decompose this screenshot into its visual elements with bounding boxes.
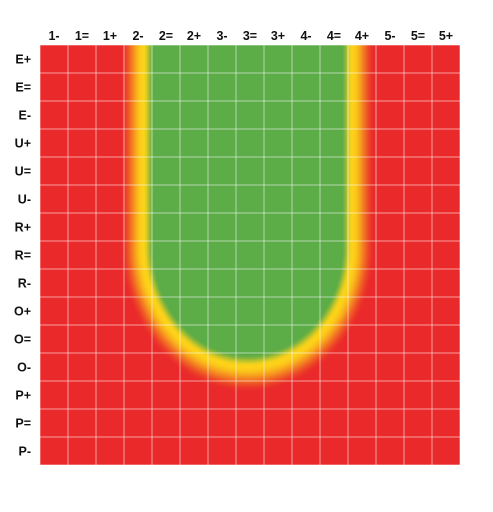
- x-tick-label: 4=: [327, 29, 341, 43]
- y-tick-label: O+: [14, 305, 31, 319]
- heatmap-fill: [40, 45, 460, 465]
- y-tick-label: O-: [17, 361, 31, 375]
- y-tick-label: P+: [15, 389, 31, 403]
- y-tick-label: R+: [15, 221, 31, 235]
- y-tick-label: R-: [18, 277, 31, 291]
- x-tick-label: 1+: [103, 29, 117, 43]
- grid: [39, 44, 461, 466]
- y-tick-label: P-: [19, 445, 32, 459]
- y-tick-label: U-: [18, 193, 31, 207]
- x-tick-label: 1-: [48, 29, 59, 43]
- x-axis-labels: 1- 1= 1+ 2- 2= 2+ 3- 3= 3+ 4- 4= 4+ 5- 5= 5+: [48, 29, 453, 43]
- x-tick-label: 4+: [355, 29, 369, 43]
- y-tick-label: U=: [15, 165, 31, 179]
- x-tick-label: 2=: [159, 29, 173, 43]
- x-tick-label: 3+: [271, 29, 285, 43]
- x-tick-label: 5=: [411, 29, 425, 43]
- x-tick-label: 2-: [132, 29, 143, 43]
- y-axis-labels: E+ E= E- U+ U= U- R+ R= R- O+ O= O- P+ P= P-: [14, 53, 31, 459]
- x-tick-label: 5-: [384, 29, 395, 43]
- plot-area: [40, 45, 460, 465]
- x-tick-label: 4-: [300, 29, 311, 43]
- y-tick-label: O=: [14, 333, 31, 347]
- y-tick-label: E-: [19, 109, 32, 123]
- y-tick-label: U+: [15, 137, 31, 151]
- y-tick-label: P=: [15, 417, 31, 431]
- y-tick-label: E=: [15, 81, 31, 95]
- x-tick-label: 5+: [439, 29, 453, 43]
- x-tick-label: 3-: [216, 29, 227, 43]
- y-tick-label: E+: [15, 53, 31, 67]
- x-tick-label: 3=: [243, 29, 257, 43]
- y-tick-label: R=: [15, 249, 31, 263]
- x-tick-label: 2+: [187, 29, 201, 43]
- x-tick-label: 1=: [75, 29, 89, 43]
